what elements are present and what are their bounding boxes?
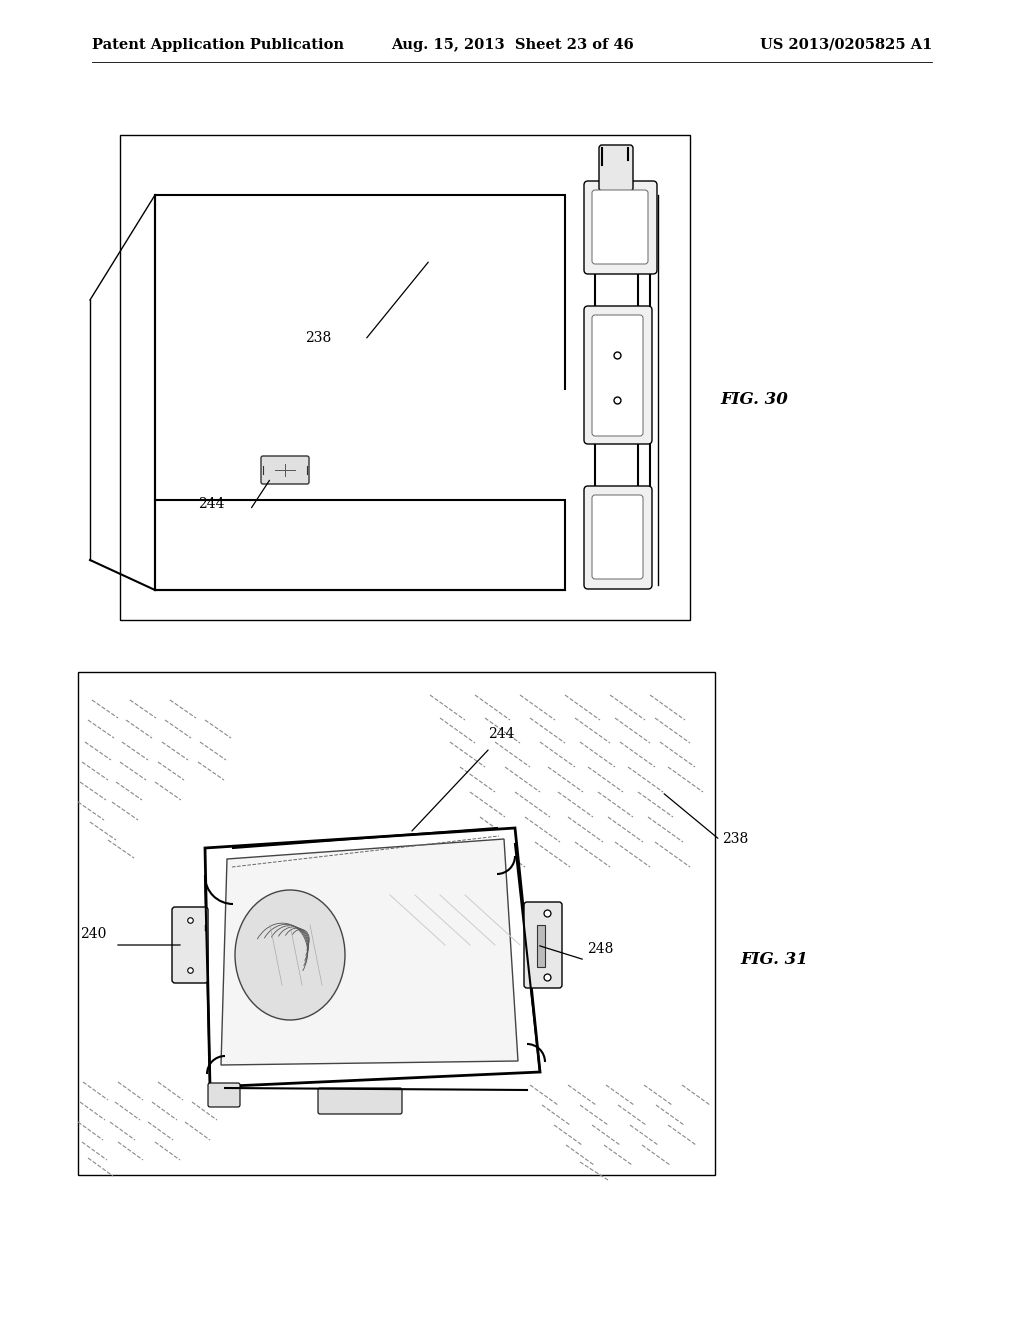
FancyBboxPatch shape (592, 190, 648, 264)
Text: US 2013/0205825 A1: US 2013/0205825 A1 (760, 38, 932, 51)
Bar (537, 925, 545, 968)
Bar (78, 672, 715, 1175)
FancyBboxPatch shape (592, 495, 643, 579)
FancyBboxPatch shape (584, 486, 652, 589)
Text: 248: 248 (587, 942, 613, 956)
FancyBboxPatch shape (172, 907, 208, 983)
Polygon shape (155, 500, 565, 590)
FancyBboxPatch shape (524, 902, 562, 987)
Polygon shape (221, 840, 518, 1065)
Polygon shape (205, 828, 540, 1086)
Text: Patent Application Publication: Patent Application Publication (92, 38, 344, 51)
FancyBboxPatch shape (318, 1088, 402, 1114)
Text: 238: 238 (722, 832, 749, 846)
Text: FIG. 30: FIG. 30 (720, 392, 787, 408)
Text: 244: 244 (488, 727, 514, 741)
FancyBboxPatch shape (261, 455, 309, 484)
Ellipse shape (234, 890, 345, 1020)
Bar (120, 135, 690, 620)
FancyBboxPatch shape (599, 145, 633, 191)
Text: 240: 240 (80, 927, 106, 941)
Polygon shape (155, 195, 565, 500)
Text: 244: 244 (198, 498, 224, 511)
Text: FIG. 31: FIG. 31 (740, 952, 808, 969)
Text: 238: 238 (305, 331, 331, 345)
FancyBboxPatch shape (584, 306, 652, 444)
FancyBboxPatch shape (584, 181, 657, 275)
FancyBboxPatch shape (592, 315, 643, 436)
Text: Aug. 15, 2013  Sheet 23 of 46: Aug. 15, 2013 Sheet 23 of 46 (390, 38, 634, 51)
FancyBboxPatch shape (208, 1082, 240, 1107)
